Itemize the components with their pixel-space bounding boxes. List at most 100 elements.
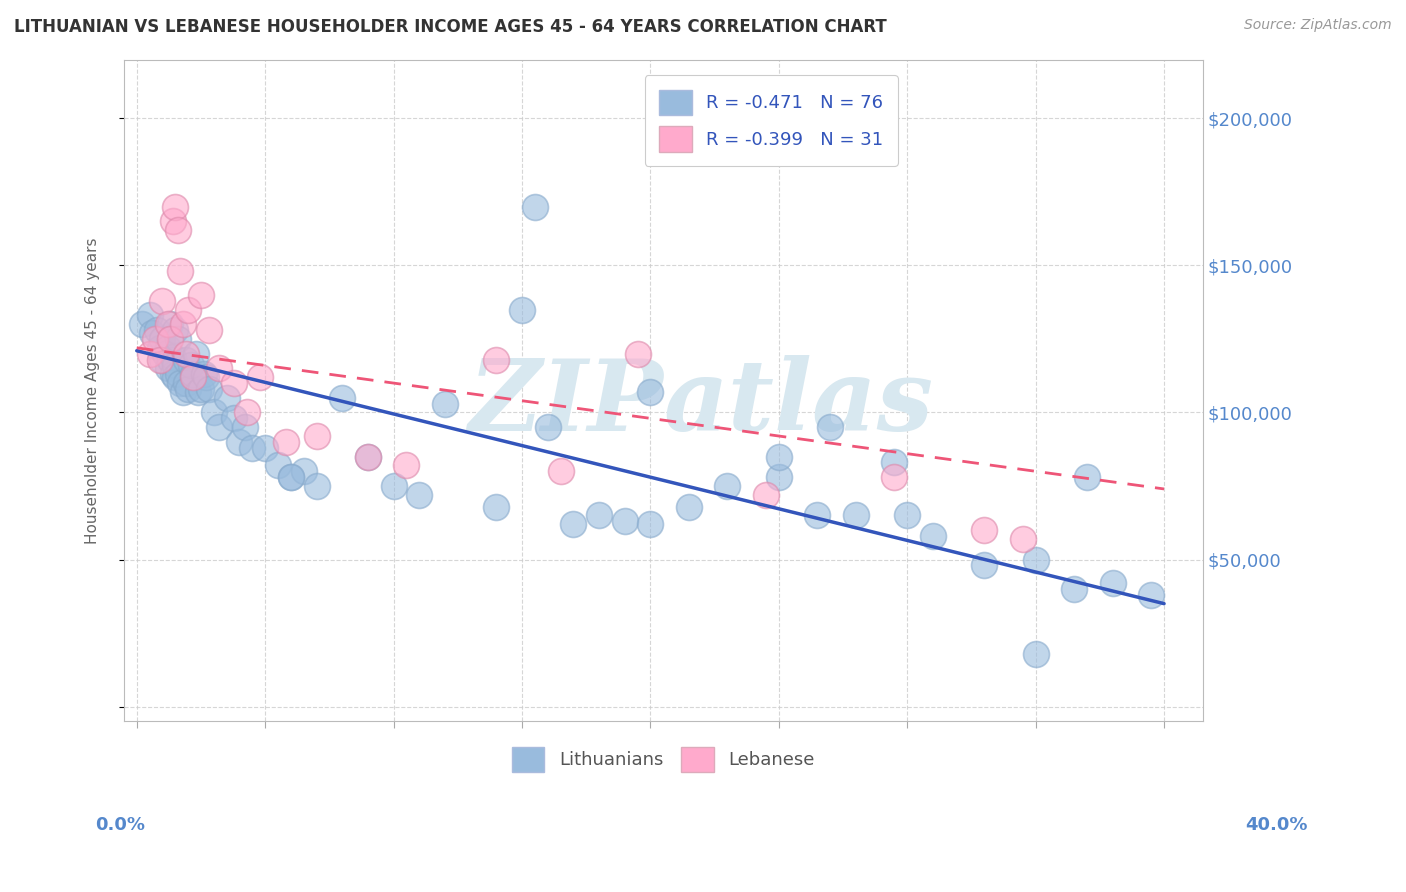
Point bbox=[228, 434, 250, 449]
Point bbox=[202, 405, 225, 419]
Point bbox=[152, 332, 174, 346]
Point bbox=[562, 517, 585, 532]
Point bbox=[143, 332, 166, 346]
Point bbox=[292, 464, 315, 478]
Point bbox=[408, 488, 430, 502]
Point bbox=[162, 368, 184, 382]
Point bbox=[174, 376, 197, 390]
Text: LITHUANIAN VS LEBANESE HOUSEHOLDER INCOME AGES 45 - 64 YEARS CORRELATION CHART: LITHUANIAN VS LEBANESE HOUSEHOLDER INCOM… bbox=[14, 18, 887, 36]
Point bbox=[845, 508, 868, 523]
Point bbox=[1076, 470, 1098, 484]
Point bbox=[181, 370, 204, 384]
Point bbox=[254, 441, 277, 455]
Point bbox=[280, 470, 302, 484]
Point bbox=[1063, 582, 1085, 596]
Point bbox=[165, 323, 187, 337]
Point bbox=[208, 420, 231, 434]
Point bbox=[156, 361, 179, 376]
Point bbox=[159, 332, 181, 346]
Point bbox=[1101, 576, 1123, 591]
Point bbox=[330, 391, 353, 405]
Point bbox=[162, 350, 184, 364]
Point bbox=[153, 346, 176, 360]
Point bbox=[973, 523, 995, 537]
Point bbox=[240, 441, 263, 455]
Point bbox=[172, 318, 194, 332]
Point bbox=[510, 302, 533, 317]
Point bbox=[1025, 552, 1047, 566]
Point bbox=[382, 479, 405, 493]
Point bbox=[131, 318, 153, 332]
Point bbox=[169, 264, 191, 278]
Point bbox=[305, 479, 328, 493]
Y-axis label: Householder Income Ages 45 - 64 years: Householder Income Ages 45 - 64 years bbox=[86, 237, 100, 544]
Point bbox=[883, 470, 905, 484]
Point bbox=[806, 508, 828, 523]
Point bbox=[236, 405, 259, 419]
Point bbox=[678, 500, 700, 514]
Point bbox=[626, 346, 648, 360]
Text: atlas: atlas bbox=[664, 355, 934, 452]
Point bbox=[357, 450, 380, 464]
Point bbox=[187, 384, 209, 399]
Point bbox=[190, 288, 212, 302]
Point bbox=[174, 352, 197, 367]
Point bbox=[166, 368, 188, 382]
Point bbox=[169, 376, 191, 390]
Point bbox=[141, 326, 163, 340]
Point bbox=[818, 420, 841, 434]
Point bbox=[588, 508, 610, 523]
Point bbox=[152, 293, 174, 308]
Point bbox=[1140, 588, 1163, 602]
Point bbox=[146, 323, 169, 337]
Point bbox=[165, 200, 187, 214]
Point bbox=[485, 352, 508, 367]
Point bbox=[640, 517, 662, 532]
Point bbox=[149, 352, 172, 367]
Point bbox=[195, 370, 218, 384]
Point bbox=[197, 382, 219, 396]
Point bbox=[485, 500, 508, 514]
Point bbox=[156, 318, 179, 332]
Point bbox=[224, 411, 246, 425]
Text: 0.0%: 0.0% bbox=[96, 816, 146, 834]
Text: Source: ZipAtlas.com: Source: ZipAtlas.com bbox=[1244, 18, 1392, 32]
Point bbox=[973, 558, 995, 573]
Point bbox=[165, 370, 187, 384]
Point bbox=[197, 323, 219, 337]
Point bbox=[149, 341, 172, 355]
Point bbox=[159, 352, 181, 367]
Point bbox=[208, 361, 231, 376]
Text: ZIP: ZIP bbox=[468, 355, 664, 452]
Point bbox=[537, 420, 560, 434]
Point bbox=[550, 464, 572, 478]
Legend: Lithuanians, Lebanese: Lithuanians, Lebanese bbox=[499, 734, 827, 785]
Point bbox=[162, 214, 184, 228]
Point bbox=[184, 346, 207, 360]
Point bbox=[922, 529, 945, 543]
Point bbox=[249, 370, 271, 384]
Point bbox=[305, 429, 328, 443]
Point bbox=[768, 450, 790, 464]
Point bbox=[274, 434, 297, 449]
Point bbox=[233, 420, 256, 434]
Point bbox=[181, 368, 204, 382]
Point bbox=[138, 309, 160, 323]
Point bbox=[215, 391, 238, 405]
Point bbox=[180, 359, 202, 373]
Point bbox=[280, 470, 302, 484]
Point bbox=[193, 368, 215, 382]
Point bbox=[1011, 532, 1033, 546]
Point bbox=[190, 382, 212, 396]
Point bbox=[174, 346, 197, 360]
Point bbox=[166, 223, 188, 237]
Point bbox=[159, 318, 181, 332]
Point bbox=[224, 376, 246, 390]
Text: 40.0%: 40.0% bbox=[1246, 816, 1308, 834]
Point bbox=[357, 450, 380, 464]
Point bbox=[640, 384, 662, 399]
Point bbox=[433, 397, 456, 411]
Point bbox=[395, 458, 418, 473]
Point bbox=[1025, 647, 1047, 661]
Point bbox=[172, 384, 194, 399]
